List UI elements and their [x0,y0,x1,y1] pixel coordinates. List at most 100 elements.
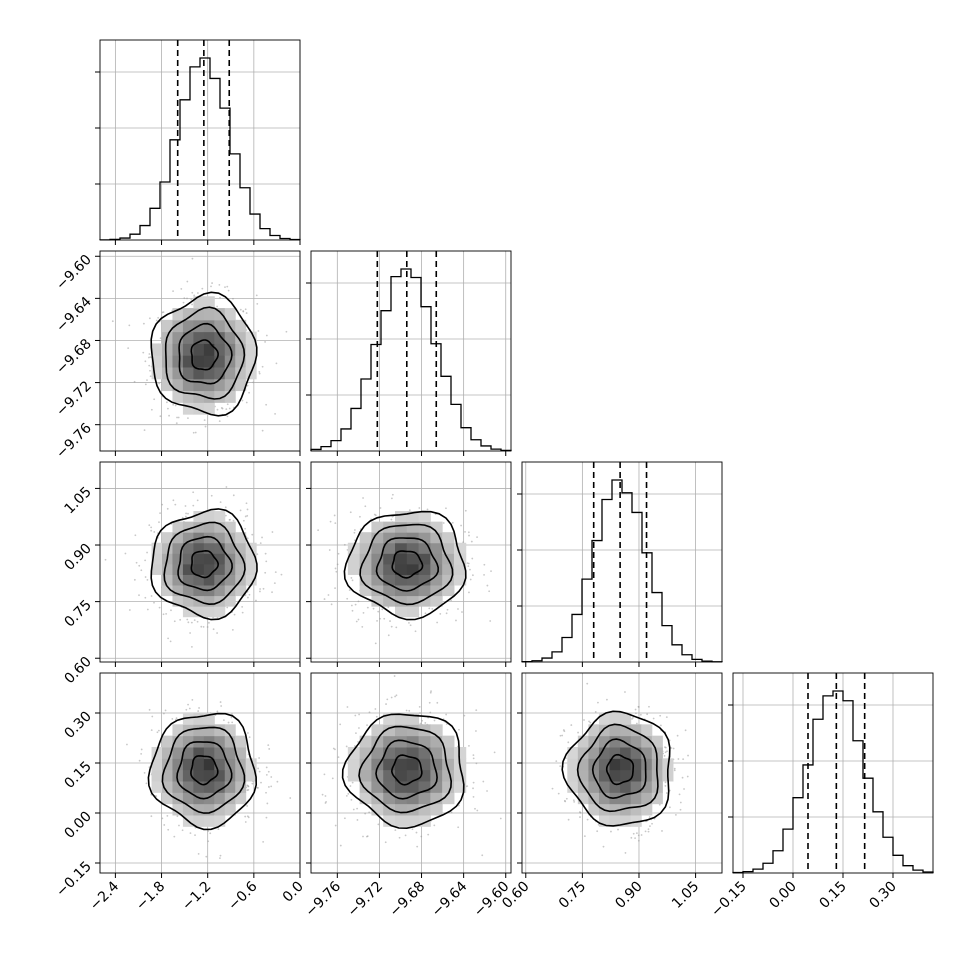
sample-point [142,322,145,325]
contour-level-1 [375,537,440,592]
sample-point [659,714,662,717]
sample-point [666,750,668,753]
density-cell [182,769,194,782]
density-cell [630,747,642,759]
sample-point [351,781,354,784]
sample-point [610,830,612,833]
density-cell [359,574,372,586]
sample-point [350,604,353,607]
sample-point [192,491,195,494]
sample-point [405,709,408,712]
sample-point [573,800,576,803]
sample-point [394,695,397,698]
density-cell [214,331,226,344]
sample-point [246,789,249,792]
sample-point [474,807,476,810]
sample-point [153,601,155,604]
density-cell [203,553,215,565]
sample-point [366,835,368,838]
sample-point [364,505,367,508]
contour-level-0 [190,755,219,786]
density-cell [214,574,226,586]
sample-point [464,509,467,512]
density-cell [214,758,226,771]
density-cell [347,542,361,554]
density-cell [203,713,215,725]
sample-point [377,610,380,613]
density-cell [641,803,653,816]
sample-point [192,431,195,434]
sample-point [433,824,436,827]
density-cell [182,735,194,748]
sample-point [207,830,210,832]
density-cell [430,532,443,544]
density-cell [182,521,194,533]
sample-point [565,797,568,800]
sample-point [428,607,431,610]
sample-point [651,822,653,825]
density-cell [193,758,205,771]
sample-point [390,497,393,500]
density-cell [359,585,372,597]
density-cell [214,724,226,737]
sample-point [681,776,684,779]
sample-point [111,320,114,323]
density-cell [182,595,194,607]
density-cell [359,735,372,748]
density-cell [383,542,396,554]
sample-point [462,541,464,544]
density-cell [203,792,215,805]
density-cell [395,574,408,586]
density-cell [418,758,431,771]
sample-point [436,701,439,704]
sample-point [261,365,264,368]
sample-point [221,407,224,410]
sample-point [274,571,277,574]
density-cell [418,781,431,793]
density-cell [406,574,420,586]
density-cell [182,606,194,618]
contour-level-2 [358,725,453,814]
density-cell [630,735,642,748]
density-cell [193,747,205,759]
density-cell [214,747,226,759]
sample-point [255,294,258,297]
density-cell [224,758,236,771]
density-cell [406,724,420,737]
density-cell [203,378,215,392]
density-cell [598,747,611,759]
density-cell [641,735,653,748]
density-cell [359,769,372,782]
density-cell [214,343,226,356]
sample-point [632,832,635,835]
density-cell [609,815,621,827]
panel-frame [521,672,723,874]
density-cell [630,792,642,805]
sample-point [352,808,355,811]
x-tick-label: −0.6 [225,878,260,913]
contour-level-3 [341,713,465,830]
contour-level-2 [161,726,246,814]
density-cell [224,769,236,782]
contour-level-1 [177,535,233,592]
sample-point [257,786,259,789]
density-cell [418,815,431,827]
sample-point [245,312,248,314]
sample-point [351,609,354,612]
density-cell [193,585,205,597]
sample-point [255,599,257,602]
density-cell [641,724,653,737]
x-tick-label: 0.30 [866,879,899,912]
density-cell [641,758,653,771]
x-tick-label: 0.15 [816,879,849,912]
density-cell [203,296,215,309]
sample-point [231,628,234,631]
density-cell [193,296,205,309]
sample-point [217,828,220,831]
sample-point [256,302,259,305]
density-cell [203,606,215,618]
density-cell [577,769,589,782]
density-cell [609,747,621,759]
density-cell [371,803,384,816]
